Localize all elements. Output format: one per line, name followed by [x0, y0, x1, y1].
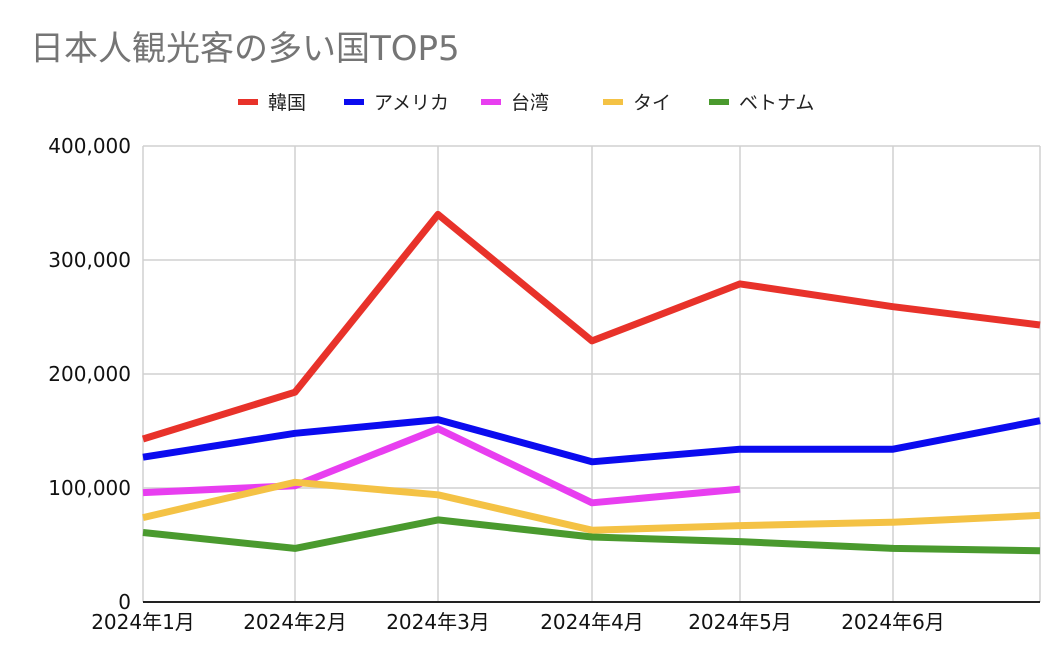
legend-label: アメリカ	[374, 92, 449, 114]
legend-label: 台湾	[511, 92, 549, 114]
y-tick-label: 0	[118, 590, 131, 614]
legend-swatch	[344, 99, 364, 105]
y-tick-label: 300,000	[48, 248, 131, 272]
x-tick-label: 2024年3月	[386, 610, 490, 634]
legend: 韓国 アメリカ 台湾 タイ ベトナム	[238, 92, 814, 114]
series-line-韓国	[141, 210, 1041, 443]
y-tick-label: 400,000	[48, 134, 131, 158]
legend-label: ベトナム	[739, 92, 814, 114]
x-tick-label: 2024年5月	[688, 610, 792, 634]
legend-label: 韓国	[268, 92, 306, 114]
legend-swatch	[238, 99, 258, 105]
x-axis-ticks: 2024年1月 2024年2月 2024年3月 2024年4月 2024年5月 2024年…	[91, 610, 945, 634]
series-line-台湾	[142, 425, 741, 507]
x-tick-label: 2024年6月	[841, 610, 945, 634]
legend-swatch	[603, 99, 623, 105]
legend-swatch	[481, 99, 501, 105]
gridlines	[142, 145, 1041, 602]
x-tick-label: 2024年1月	[91, 610, 195, 634]
series-line-ベトナム	[142, 516, 1041, 555]
y-tick-label: 200,000	[48, 362, 131, 386]
series-line-アメリカ	[142, 416, 1041, 466]
legend-label: タイ	[633, 92, 671, 114]
x-tick-label: 2024年4月	[540, 610, 644, 634]
y-axis-ticks: 0 100,000 200,000 300,000 400,000	[48, 134, 131, 614]
series-lines	[141, 210, 1041, 555]
x-tick-label: 2024年2月	[243, 610, 347, 634]
series-line-タイ	[142, 478, 1041, 534]
y-tick-label: 100,000	[48, 476, 131, 500]
chart-title: 日本人観光客の多い国TOP5	[30, 29, 460, 69]
legend-swatch	[709, 99, 729, 105]
